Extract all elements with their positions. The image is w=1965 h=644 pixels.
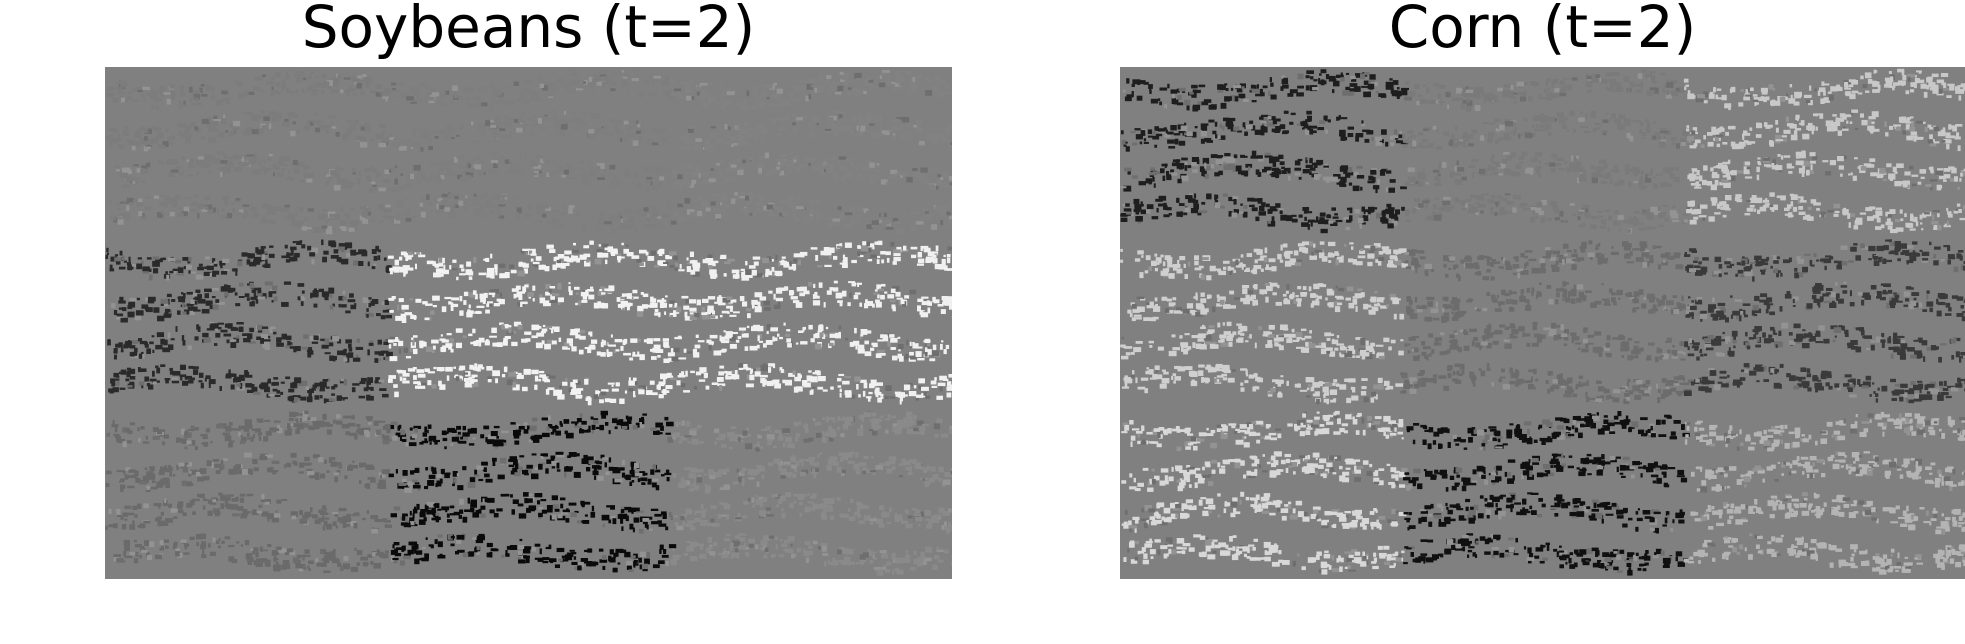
image-tile [1683,411,1965,575]
panel-corn: Corn (t=2) [1120,0,1965,600]
image-tile [105,239,393,404]
image-tile [388,69,676,234]
image-tile [1120,69,1409,234]
panel-title-soybeans: Soybeans (t=2) [301,0,756,61]
image-tile [670,411,952,576]
image-tile [1121,410,1408,575]
soybeans-image [105,67,952,579]
image-tile [105,70,395,235]
image-tile [1120,241,1408,405]
image-tile [1683,68,1965,234]
image-tile [387,240,677,406]
panel-title-corn: Corn (t=2) [1388,0,1697,61]
image-tile [388,410,677,573]
image-tile [1402,70,1690,234]
image-background [1120,67,1965,579]
corn-image [1120,67,1965,579]
image-tile [105,410,393,573]
image-tile [1402,240,1692,405]
image-tile [670,69,952,234]
panel-soybeans: Soybeans (t=2) [105,0,952,600]
image-tile [1683,239,1965,404]
image-tile [669,240,952,405]
